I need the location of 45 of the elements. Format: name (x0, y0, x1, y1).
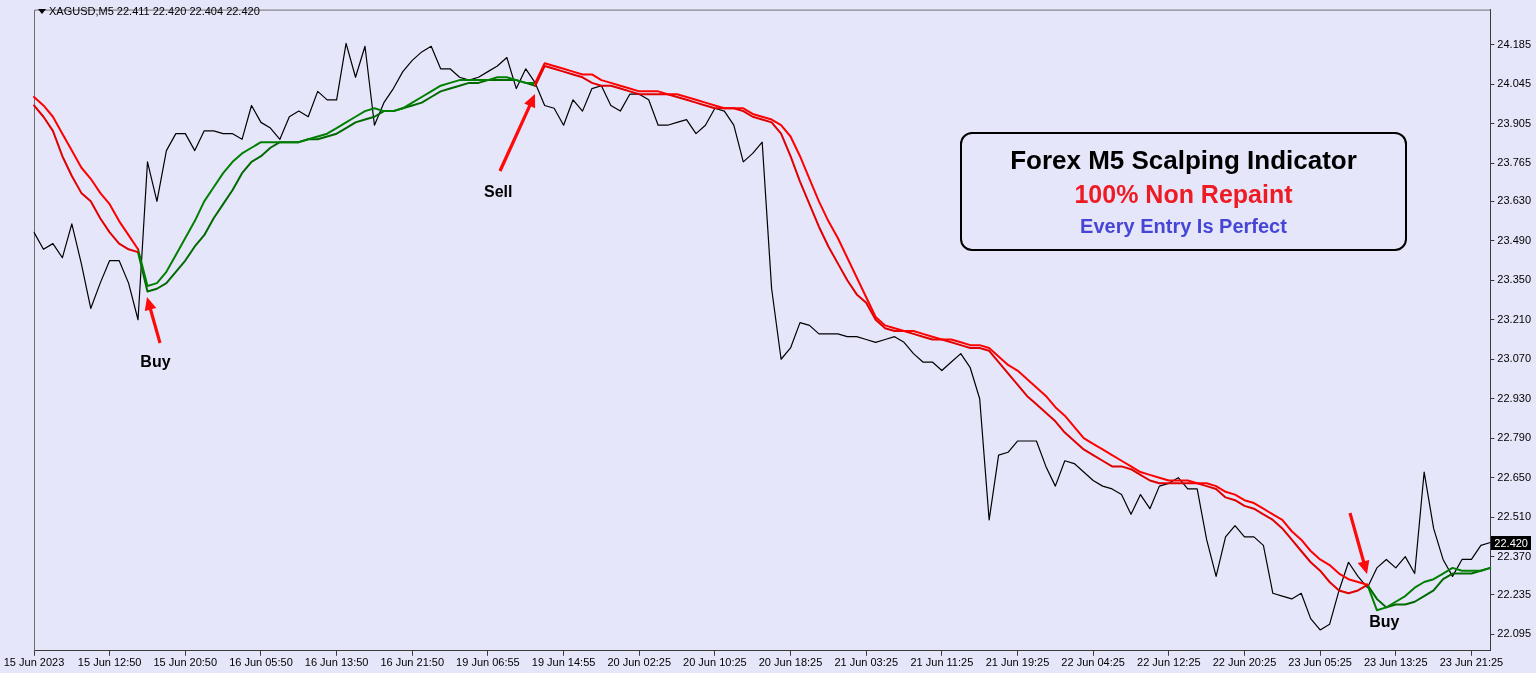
y-tick-label: 22.235 (1497, 587, 1532, 600)
y-tick-label: 23.765 (1497, 156, 1532, 169)
rounded-frame: Forex M5 Scalping Indicator 100% Non Repaint Every Entry Is Perfect (960, 132, 1407, 251)
annotation: Forex M5 Scalping Indicator (1009, 144, 1358, 176)
annotation: 22.420 (1491, 535, 1531, 550)
x-tick-label: 16 Jun 05:50 (229, 656, 293, 669)
y-tick-label: 23.070 (1497, 352, 1532, 365)
x-tick-label: 21 Jun 19:25 (985, 656, 1050, 669)
x-tick-label: 22 Jun 04:25 (1061, 656, 1125, 669)
x-tick-label: 20 Jun 10:25 (683, 656, 747, 669)
annotation: Buy (1369, 612, 1400, 631)
y-tick-label: 22.095 (1497, 627, 1532, 640)
x-tick-label: 22 Jun 12:25 (1137, 656, 1201, 669)
y-tick-label: 22.510 (1497, 510, 1532, 523)
y-tick-label: 24.045 (1497, 77, 1532, 90)
x-tick-label: 20 Jun 02:25 (607, 656, 672, 669)
x-tick-label: 23 Jun 21:25 (1439, 656, 1504, 669)
x-tick-label: 19 Jun 06:55 (456, 656, 520, 669)
x-tick-label: 15 Jun 2023 (3, 656, 65, 669)
annotation: 100% Non Repaint (1073, 179, 1294, 210)
x-tick-label: 16 Jun 13:50 (304, 656, 369, 669)
x-tick-label: 15 Jun 12:50 (77, 656, 142, 669)
y-tick-label: 23.350 (1497, 273, 1532, 286)
y-tick-label: 22.370 (1497, 549, 1532, 562)
y-tick-label: 22.650 (1497, 470, 1532, 483)
x-tick-label: 15 Jun 20:50 (153, 656, 218, 669)
y-tick-label: 22.930 (1497, 391, 1532, 404)
x-tick-label: 23 Jun 13:25 (1363, 656, 1428, 669)
y-tick-label: 23.490 (1497, 233, 1532, 246)
y-tick-label: 23.905 (1497, 116, 1532, 129)
chart-title: XAGUSD,M5 22.411 22.420 22.404 22.420 (49, 4, 260, 18)
x-tick-label: 23 Jun 05:25 (1288, 656, 1352, 669)
x-tick-label: 16 Jun 21:50 (380, 656, 445, 669)
x-tick-label: 22 Jun 20:25 (1212, 656, 1277, 669)
y-tick-label: 24.185 (1497, 37, 1532, 50)
x-tick-label: 21 Jun 03:25 (834, 656, 899, 669)
x-tick-label: 21 Jun 11:25 (910, 656, 974, 669)
y-tick-label: 22.790 (1497, 431, 1532, 444)
x-tick-label: 20 Jun 18:25 (758, 656, 823, 669)
annotation: Every Entry Is Perfect (1079, 214, 1288, 239)
y-tick-label: 23.210 (1497, 312, 1532, 325)
y-tick-label: 23.630 (1497, 194, 1532, 207)
x-tick-label: 19 Jun 14:55 (531, 656, 596, 669)
annotation: Buy (140, 352, 171, 371)
annotation: Sell (483, 182, 513, 201)
